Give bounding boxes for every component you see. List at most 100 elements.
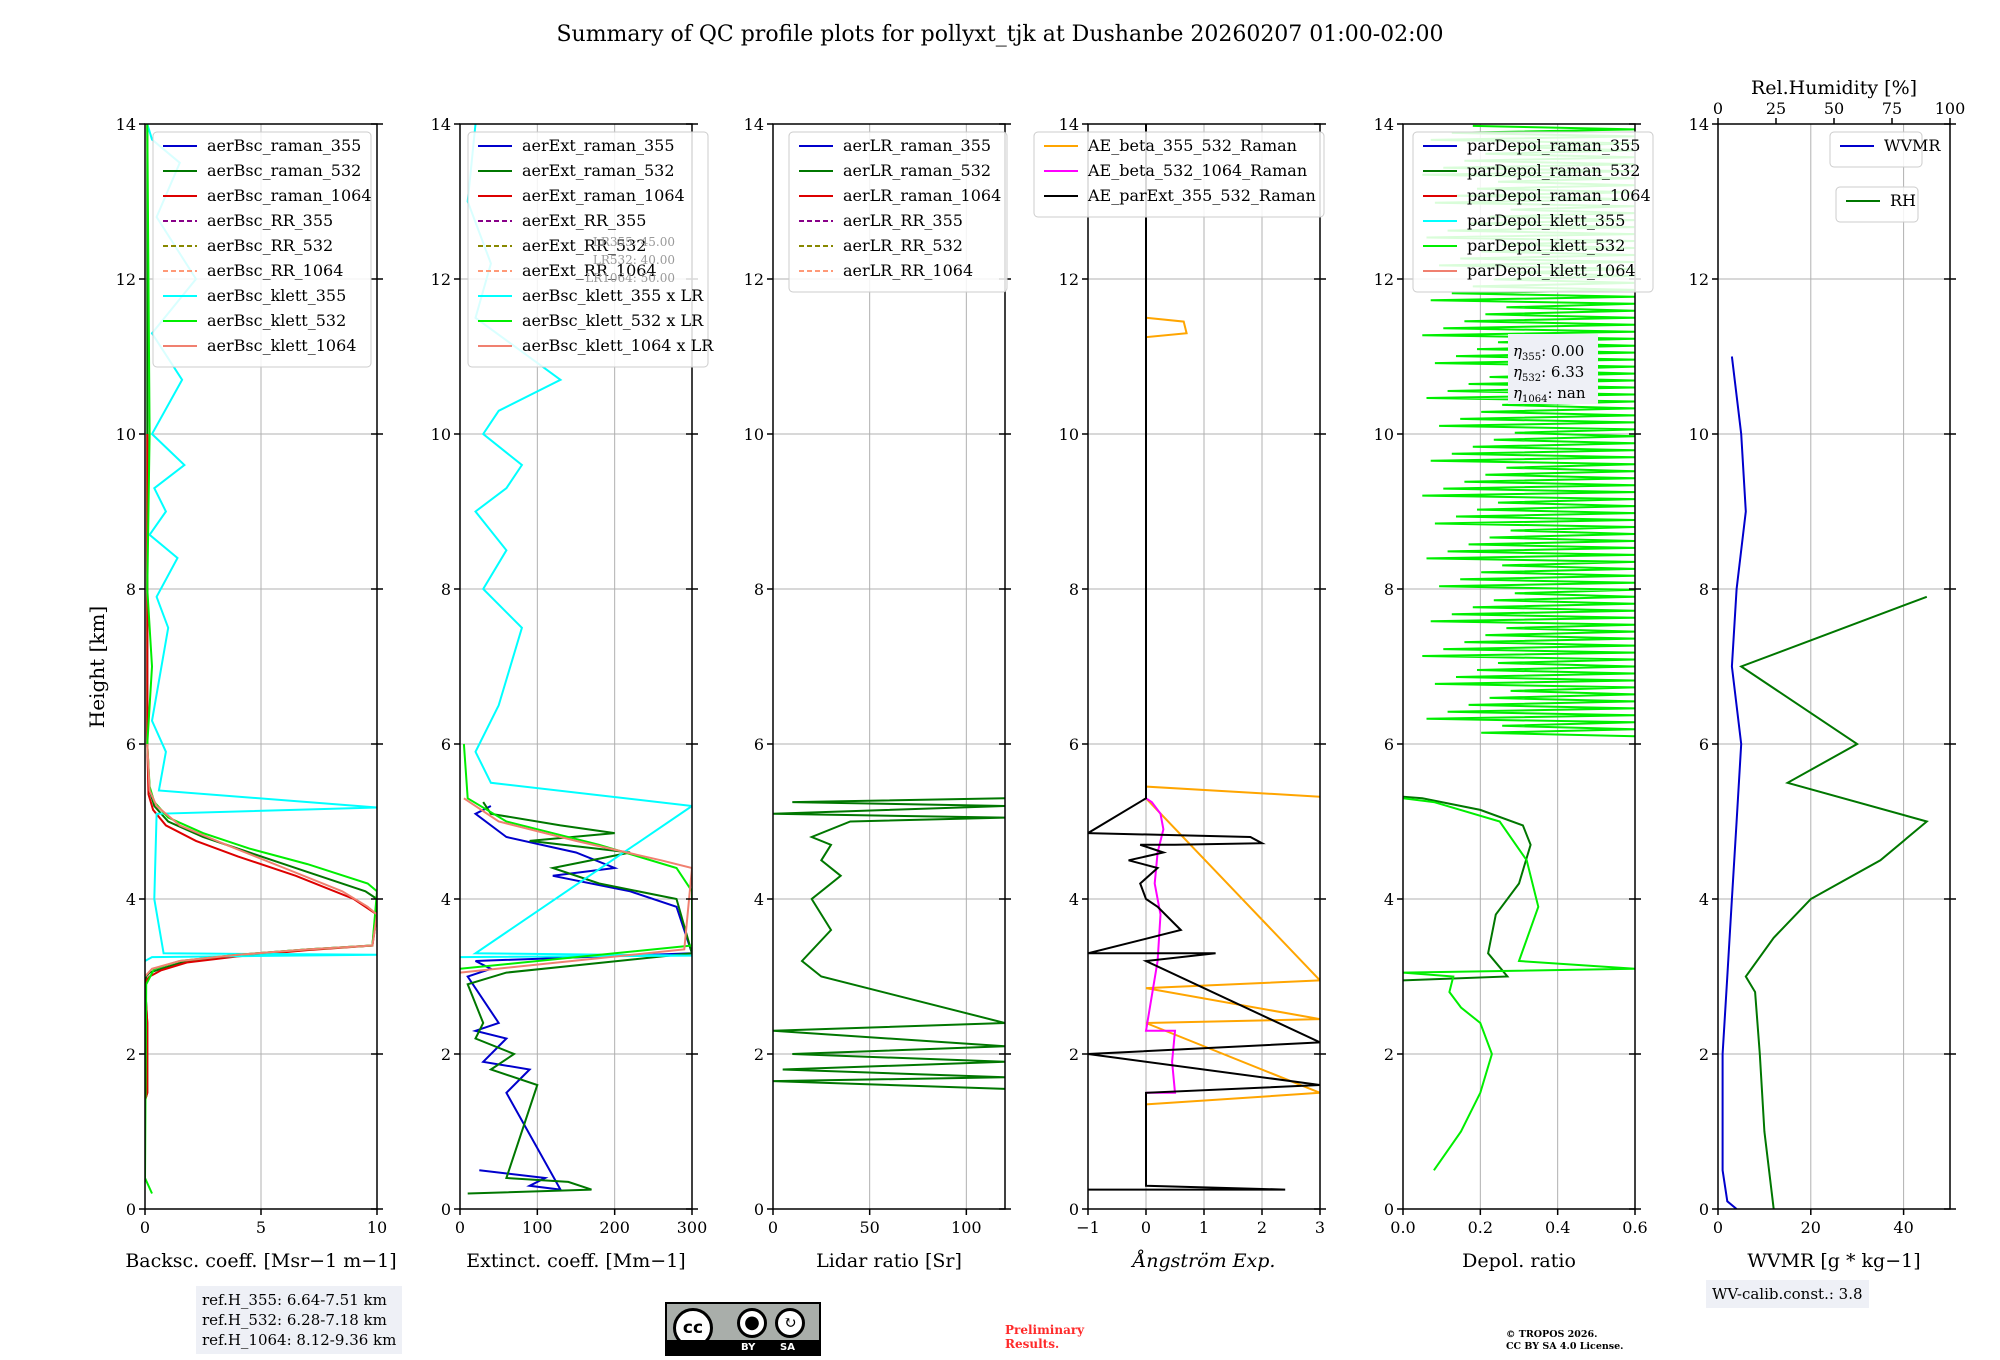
- y-tick-label: 0: [126, 1200, 136, 1219]
- plot-area: [773, 797, 1005, 1090]
- y-tick-label: 12: [1059, 270, 1079, 289]
- legend-label: aerExt_RR_532: [522, 236, 646, 255]
- y-tick-label: 12: [744, 270, 764, 289]
- legend-label: aerLR_RR_532: [843, 236, 963, 255]
- legend: AE_beta_355_532_Raman AE_beta_532_1064_Ra…: [1033, 131, 1325, 218]
- series-line-AE-beta-355-532-Raman: [1145, 316, 1320, 1106]
- series-line-aerExt-raman-532: [466, 801, 692, 1195]
- series-line-aerBsc-klett-532-x-LR: [460, 743, 692, 970]
- preliminary-line-2: Results.: [1005, 1337, 1060, 1351]
- legend-label: aerLR_raman_532: [843, 161, 991, 180]
- top-x-tick-label: 100: [1935, 99, 1966, 118]
- y-tick-label: 4: [441, 890, 451, 909]
- ref-height-box: ref.H_355: 6.64-7.51 km ref.H_532: 6.28-…: [196, 1286, 403, 1354]
- series-line-aerLR-raman-532: [773, 797, 1005, 1090]
- legend-label: WVMR: [1884, 136, 1941, 155]
- y-tick-label: 2: [126, 1045, 136, 1064]
- legend: parDepol_raman_355 parDepol_raman_532 parD…: [1412, 131, 1654, 293]
- x-tick-label: 0: [768, 1218, 778, 1237]
- x-tick-label: 1: [1199, 1218, 1209, 1237]
- x-axis-label: Ångström Exp.: [1131, 1250, 1276, 1272]
- x-tick-label: 10: [367, 1218, 387, 1237]
- x-tick-label: 100: [522, 1218, 553, 1237]
- legend-label: aerBsc_klett_1064 x LR: [522, 336, 714, 355]
- legend-label: aerExt_raman_355: [522, 136, 675, 155]
- y-tick-label: 0: [1069, 1200, 1079, 1219]
- legend-label: parDepol_raman_355: [1467, 136, 1640, 155]
- legend-label: aerLR_RR_355: [843, 211, 963, 230]
- axes-frame: [459, 123, 693, 1210]
- x-tick-label: 0.2: [1468, 1218, 1493, 1237]
- x-tick-label: 50: [859, 1218, 879, 1237]
- y-tick-label: 6: [126, 735, 136, 754]
- series-line-parDepol-klett-532: [1403, 797, 1635, 1171]
- copyright-line-1: © TROPOS 2026.: [1506, 1329, 1598, 1340]
- copyright-note: © TROPOS 2026. CC BY SA 4.0 License.: [1506, 1329, 1623, 1353]
- lr-note: LR532: 40.00: [593, 253, 675, 267]
- y-tick-label: 14: [1059, 115, 1079, 134]
- legend-label: aerLR_raman_355: [843, 136, 991, 155]
- legend-frame: [467, 131, 709, 368]
- legend-label: aerBsc_klett_355 x LR: [522, 286, 704, 305]
- attribution-icon: ●: [737, 1308, 767, 1338]
- legend-rh: RH: [1835, 186, 1919, 223]
- legend-frame: [788, 131, 1008, 293]
- y-tick-label: 4: [1069, 890, 1079, 909]
- y-tick-label: 6: [1384, 735, 1394, 754]
- legend-frame: [1829, 131, 1923, 168]
- y-tick-label: 6: [1699, 735, 1709, 754]
- series-line-AE-beta-532-1064-Raman: [1144, 797, 1177, 1094]
- license-strip: [667, 1340, 819, 1354]
- y-tick-label: 14: [1689, 115, 1709, 134]
- y-tick-label: 4: [1384, 890, 1394, 909]
- y-tick-label: 0: [1699, 1200, 1709, 1219]
- eta-frame: [1508, 334, 1598, 404]
- license-sa: SA: [780, 1342, 795, 1353]
- y-tick-label: 12: [431, 270, 451, 289]
- wv-calib-box: WV-calib.const.: 3.8: [1706, 1280, 1869, 1308]
- plot-area: [1721, 356, 1929, 1209]
- legend-frame: [152, 131, 372, 368]
- x-tick-label: 20: [1801, 1218, 1821, 1237]
- legend-frame: [1033, 131, 1325, 218]
- x-tick-label: 5: [256, 1218, 266, 1237]
- y-tick-label: 14: [744, 115, 764, 134]
- x-tick-label: 3: [1315, 1218, 1325, 1237]
- y-tick-label: 8: [1069, 580, 1079, 599]
- figure-title: Summary of QC profile plots for pollyxt_…: [556, 22, 1444, 47]
- x-tick-label: 2: [1257, 1218, 1267, 1237]
- y-tick-label: 10: [116, 425, 136, 444]
- series-line-AE-parExt-355-532-Raman: [1088, 124, 1320, 1191]
- y-tick-label: 0: [754, 1200, 764, 1219]
- panel-depol: 0 2 4 6 8 10 12 14 0.0 0.2 0.4 0.6 Depol. ratio parDe…: [1374, 115, 1654, 1272]
- y-tick-label: 4: [126, 890, 136, 909]
- y-tick-label: 2: [1699, 1045, 1709, 1064]
- legend-label: AE_beta_532_1064_Raman: [1087, 161, 1307, 180]
- axes-frame: [1402, 123, 1636, 1210]
- legend-label: aerBsc_klett_532: [207, 311, 346, 330]
- y-tick-label: 10: [1689, 425, 1709, 444]
- x-axis-label: Lidar ratio [Sr]: [816, 1250, 962, 1272]
- legend-label: aerExt_RR_355: [522, 211, 646, 230]
- ref-height-355: ref.H_355: 6.64-7.51 km: [202, 1291, 387, 1309]
- eta-line: η1064: nan: [1513, 384, 1586, 405]
- y-tick-label: 0: [1384, 1200, 1394, 1219]
- x-tick-label: 0: [1141, 1218, 1151, 1237]
- x-axis-label: WVMR [g * kg−1]: [1747, 1250, 1920, 1272]
- y-tick-label: 2: [441, 1045, 451, 1064]
- top-x-axis-label: Rel.Humidity [%]: [1751, 77, 1917, 99]
- y-tick-label: 2: [1384, 1045, 1394, 1064]
- legend: aerLR_raman_355 aerLR_raman_532 aerLR_rama…: [788, 131, 1008, 293]
- y-tick-label: 4: [754, 890, 764, 909]
- legend: aerBsc_raman_355 aerBsc_raman_532 aerBsc_r…: [152, 131, 372, 368]
- plot-area: [1088, 124, 1320, 1191]
- legend-label: parDepol_raman_532: [1467, 161, 1640, 180]
- x-tick-label: 100: [951, 1218, 982, 1237]
- x-tick-label: 0: [140, 1218, 150, 1237]
- ref-height-532: ref.H_532: 6.28-7.18 km: [202, 1311, 387, 1329]
- preliminary-line-1: Preliminary: [1005, 1323, 1085, 1337]
- legend-label: aerBsc_raman_1064: [207, 186, 372, 205]
